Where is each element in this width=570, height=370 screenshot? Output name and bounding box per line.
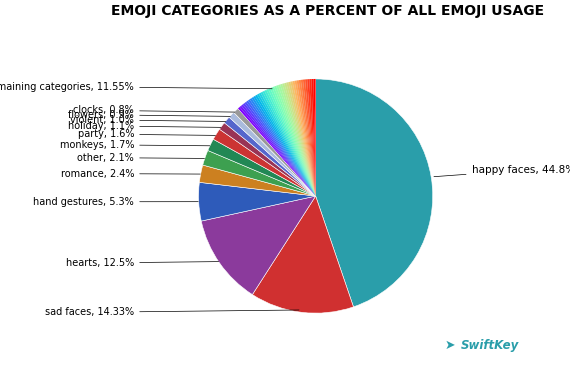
Text: other, 2.1%: other, 2.1%	[78, 153, 205, 163]
Wedge shape	[255, 95, 316, 196]
Wedge shape	[246, 101, 316, 196]
Wedge shape	[201, 196, 316, 295]
Wedge shape	[305, 79, 316, 196]
Wedge shape	[314, 79, 316, 196]
Text: hearts, 12.5%: hearts, 12.5%	[66, 258, 219, 268]
Wedge shape	[307, 79, 316, 196]
Wedge shape	[282, 83, 316, 196]
Wedge shape	[200, 165, 316, 196]
Wedge shape	[250, 98, 316, 196]
Wedge shape	[311, 79, 316, 196]
Wedge shape	[234, 108, 316, 196]
Wedge shape	[270, 87, 316, 196]
Wedge shape	[303, 80, 316, 196]
Text: flowers, 0.9%: flowers, 0.9%	[68, 110, 230, 120]
Wedge shape	[241, 104, 316, 196]
Text: ➤: ➤	[445, 339, 455, 352]
Wedge shape	[278, 84, 316, 196]
Wedge shape	[284, 83, 316, 196]
Text: sad faces, 14.33%: sad faces, 14.33%	[45, 307, 299, 317]
Wedge shape	[253, 196, 353, 313]
Text: violent, 1.0%: violent, 1.0%	[70, 115, 226, 125]
Wedge shape	[280, 84, 316, 196]
Wedge shape	[262, 91, 316, 196]
Wedge shape	[286, 82, 316, 196]
Text: monkeys, 1.7%: monkeys, 1.7%	[60, 140, 210, 150]
Wedge shape	[274, 86, 316, 196]
Text: romance, 2.4%: romance, 2.4%	[60, 169, 200, 179]
Wedge shape	[288, 82, 316, 196]
Wedge shape	[259, 93, 316, 196]
Wedge shape	[295, 81, 316, 196]
Wedge shape	[245, 102, 316, 196]
Wedge shape	[248, 99, 316, 196]
Wedge shape	[296, 80, 316, 196]
Wedge shape	[316, 79, 433, 307]
Wedge shape	[310, 79, 316, 196]
Text: remaining categories, 11.55%: remaining categories, 11.55%	[0, 81, 272, 92]
Text: hand gestures, 5.3%: hand gestures, 5.3%	[34, 197, 198, 207]
Wedge shape	[225, 117, 316, 196]
Text: holiday, 1.1%: holiday, 1.1%	[68, 121, 221, 131]
Wedge shape	[198, 182, 316, 221]
Wedge shape	[276, 85, 316, 196]
Wedge shape	[208, 139, 316, 196]
Wedge shape	[268, 88, 316, 196]
Wedge shape	[253, 96, 316, 196]
Wedge shape	[301, 80, 316, 196]
Text: happy faces, 44.8%: happy faces, 44.8%	[434, 165, 570, 177]
Wedge shape	[238, 107, 316, 196]
Wedge shape	[203, 151, 316, 196]
Wedge shape	[266, 89, 316, 196]
Wedge shape	[260, 92, 316, 196]
Wedge shape	[290, 81, 316, 196]
Wedge shape	[272, 87, 316, 196]
Text: clocks, 0.8%: clocks, 0.8%	[74, 105, 235, 115]
Text: SwiftKey: SwiftKey	[461, 339, 519, 352]
Wedge shape	[257, 94, 316, 196]
Title: EMOJI CATEGORIES AS A PERCENT OF ALL EMOJI USAGE: EMOJI CATEGORIES AS A PERCENT OF ALL EMO…	[111, 4, 544, 18]
Wedge shape	[299, 80, 316, 196]
Text: party, 1.6%: party, 1.6%	[78, 129, 215, 139]
Wedge shape	[292, 81, 316, 196]
Wedge shape	[251, 97, 316, 196]
Wedge shape	[229, 112, 316, 196]
Wedge shape	[213, 129, 316, 196]
Wedge shape	[239, 106, 316, 196]
Wedge shape	[264, 90, 316, 196]
Wedge shape	[243, 103, 316, 196]
Wedge shape	[219, 123, 316, 196]
Wedge shape	[238, 79, 316, 196]
